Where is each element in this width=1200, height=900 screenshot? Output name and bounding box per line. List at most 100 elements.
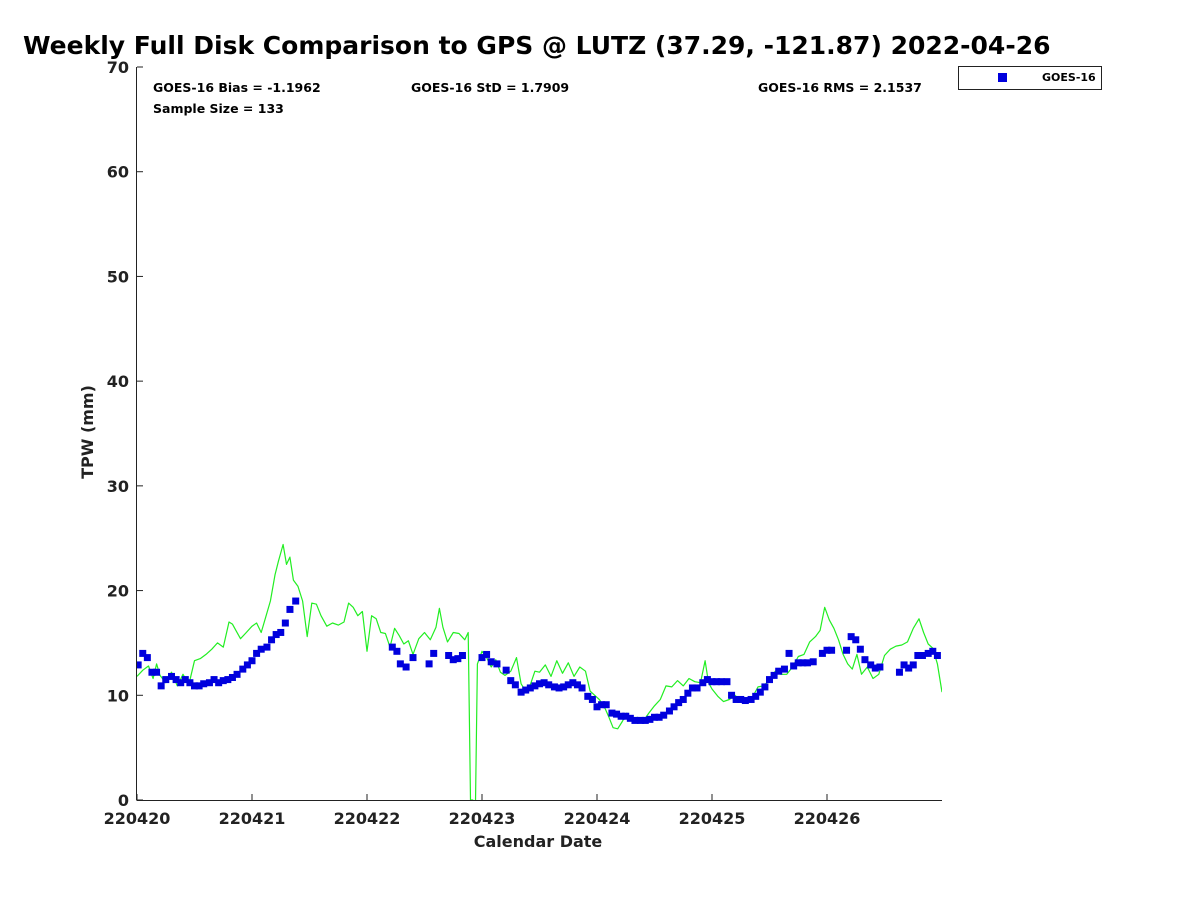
goes16-point <box>637 716 645 724</box>
goes16-point <box>593 703 601 711</box>
goes16-point <box>493 660 501 668</box>
goes16-point <box>483 650 491 658</box>
goes16-point <box>693 684 701 692</box>
stat-std: GOES-16 StD = 1.7909 <box>411 80 569 95</box>
x-tick-label: 220420 <box>104 809 171 828</box>
x-tick-label: 220422 <box>334 809 401 828</box>
goes16-point <box>708 678 716 686</box>
goes16-point <box>578 684 586 692</box>
goes16-point <box>540 679 548 687</box>
goes16-point <box>775 667 783 675</box>
goes16-point <box>191 682 198 690</box>
goes16-point <box>545 681 553 689</box>
goes16-point <box>665 707 673 715</box>
goes16-point <box>905 664 913 672</box>
stat-bias: GOES-16 Bias = -1.1962 <box>153 80 321 95</box>
goes16-point <box>172 676 180 684</box>
gps-series-line <box>137 543 942 800</box>
goes16-point <box>871 664 879 672</box>
goes16-point <box>732 695 740 703</box>
goes16-point <box>502 666 510 674</box>
goes16-point <box>895 668 903 676</box>
goes16-point <box>148 668 156 676</box>
goes16-point <box>511 681 519 689</box>
goes16-point <box>555 684 563 692</box>
goes16-point <box>253 649 261 657</box>
x-tick-label: 220426 <box>794 809 861 828</box>
goes16-point <box>809 658 817 666</box>
plot-area <box>137 543 942 800</box>
goes16-point <box>929 647 937 655</box>
goes16-point <box>454 655 462 663</box>
goes16-point <box>277 628 285 636</box>
x-ticks: 220420 220421 220422 220423 220424 220425 2204… <box>104 794 861 828</box>
goes16-point <box>717 678 725 686</box>
goes16-point <box>747 695 755 703</box>
y-tick-label: 0 <box>118 791 129 810</box>
goes16-point <box>177 679 185 687</box>
y-ticks: 0 10 20 30 40 50 60 70 <box>107 58 143 810</box>
goes16-point <box>699 679 707 687</box>
goes16-point <box>655 713 663 721</box>
goes16-point <box>613 710 621 718</box>
x-tick-label: 220425 <box>679 809 746 828</box>
goes16-point <box>531 682 539 690</box>
goes16-point <box>756 688 764 696</box>
goes16-point <box>741 697 749 705</box>
goes16-point <box>703 676 711 684</box>
goes16-point <box>933 651 941 659</box>
goes16-point <box>914 651 922 659</box>
goes16-point <box>550 683 558 691</box>
goes16-point <box>818 649 826 657</box>
goes16-point <box>430 649 438 657</box>
goes16-point <box>626 714 634 722</box>
goes16-point <box>728 691 736 699</box>
goes16-point <box>569 679 577 687</box>
goes16-point <box>641 716 649 724</box>
goes16-point <box>803 659 811 667</box>
goes16-point <box>396 660 404 668</box>
goes16-point <box>286 605 294 613</box>
goes16-point <box>752 692 760 700</box>
goes16-point <box>852 636 860 644</box>
goes16-point <box>679 695 687 703</box>
y-tick-label: 10 <box>107 686 129 705</box>
goes16-point <box>608 709 616 717</box>
goes16-point <box>924 649 932 657</box>
goes16-point <box>688 684 696 692</box>
goes16-point <box>766 676 773 684</box>
chart-title: Weekly Full Disk Comparison to GPS @ LUT… <box>23 31 1051 60</box>
goes16-point <box>723 678 731 686</box>
goes16-point <box>157 682 165 690</box>
goes16-point <box>210 676 218 684</box>
goes16-point <box>573 681 581 689</box>
y-tick-label: 50 <box>107 267 129 286</box>
goes16-point <box>761 683 769 691</box>
legend-label: GOES-16 <box>1042 71 1096 84</box>
y-axis-label: TPW (mm) <box>78 385 97 479</box>
goes16-point <box>449 656 457 664</box>
goes16-point <box>785 649 793 657</box>
stat-rms: GOES-16 RMS = 2.1537 <box>758 80 922 95</box>
goes16-point <box>243 661 251 669</box>
goes16-point <box>651 713 658 721</box>
goes16-point <box>233 670 241 678</box>
goes16-point <box>215 679 223 687</box>
goes16-point <box>828 646 836 654</box>
goes16-point <box>536 680 543 688</box>
goes16-point <box>770 671 778 679</box>
goes16-point <box>224 676 232 684</box>
goes16-point <box>507 677 515 685</box>
goes16-point <box>425 660 433 668</box>
goes16-point <box>526 684 534 692</box>
goes16-point <box>564 681 572 689</box>
x-tick-label: 220423 <box>449 809 516 828</box>
legend: GOES-16 <box>958 66 1102 90</box>
goes16-point <box>737 695 745 703</box>
goes16-point <box>162 676 170 684</box>
goes16-point <box>272 631 280 639</box>
goes16-point <box>780 665 788 673</box>
y-tick-label: 30 <box>107 477 129 496</box>
goes16-point <box>660 711 668 719</box>
